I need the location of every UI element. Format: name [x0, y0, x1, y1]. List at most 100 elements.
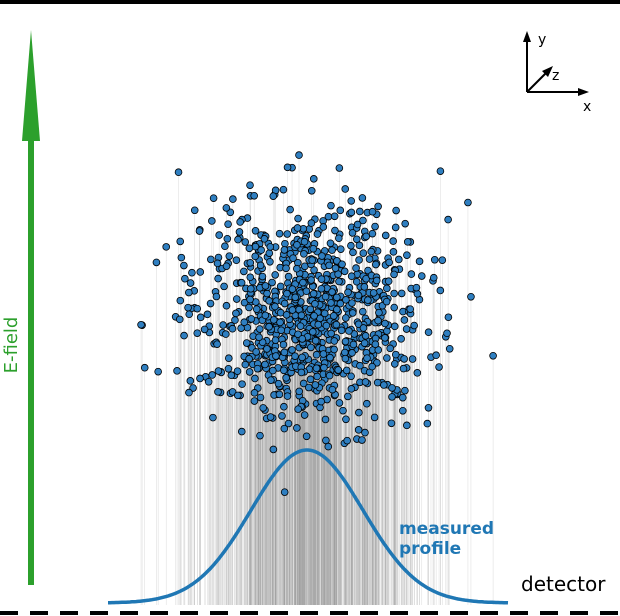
particle — [436, 167, 445, 175]
particle — [300, 237, 309, 246]
particle — [333, 305, 341, 314]
particle — [362, 274, 370, 283]
particle — [256, 431, 264, 440]
particle — [385, 258, 393, 267]
particle — [317, 397, 325, 406]
particle — [280, 348, 289, 357]
particle — [195, 227, 204, 235]
particle — [423, 419, 432, 428]
particle — [467, 293, 475, 301]
particle — [464, 198, 472, 207]
particle — [371, 340, 380, 348]
particle — [224, 364, 233, 373]
particle — [219, 321, 227, 329]
particle — [256, 261, 265, 270]
particle — [251, 227, 260, 235]
particle — [272, 352, 280, 360]
particle — [180, 261, 188, 270]
particle — [188, 268, 196, 277]
particle — [342, 415, 350, 424]
particle — [313, 372, 321, 381]
particle — [368, 207, 377, 216]
particle — [250, 192, 258, 200]
particle — [278, 412, 286, 420]
particle — [250, 397, 259, 405]
particle — [241, 238, 250, 246]
particle — [280, 299, 289, 308]
particle — [401, 219, 409, 228]
particle — [388, 393, 396, 401]
particle — [260, 235, 269, 243]
particle — [401, 386, 409, 395]
particle — [334, 366, 343, 374]
particle — [356, 361, 364, 370]
particle — [389, 248, 398, 256]
particle — [271, 336, 280, 344]
particle — [175, 315, 184, 324]
particle — [190, 206, 199, 215]
particle — [258, 272, 267, 281]
particle — [424, 328, 433, 337]
detector-label: detector — [521, 572, 606, 596]
particle — [347, 208, 356, 217]
particle — [237, 324, 245, 332]
particle — [208, 371, 217, 379]
particle — [275, 229, 284, 238]
particle — [311, 300, 319, 308]
particle — [371, 260, 380, 269]
particle — [208, 217, 216, 225]
particle — [232, 309, 240, 318]
particle — [348, 309, 357, 317]
particle — [185, 288, 193, 297]
particle — [319, 223, 328, 231]
e-field-label: E-field — [1, 317, 22, 374]
particle — [319, 350, 328, 358]
particle — [327, 299, 335, 307]
particle — [284, 419, 293, 428]
particle — [407, 270, 416, 278]
particle — [365, 255, 374, 263]
particle — [331, 226, 339, 235]
particle — [333, 293, 341, 302]
particle — [412, 283, 421, 292]
particle — [355, 256, 363, 264]
particle — [353, 220, 362, 229]
particle — [381, 231, 390, 240]
particle — [298, 353, 306, 362]
profile-label-line-1: measured — [399, 519, 494, 539]
particle — [209, 413, 217, 422]
particle — [430, 255, 439, 264]
particle — [236, 218, 244, 226]
particle — [341, 354, 350, 363]
particle — [227, 371, 236, 380]
particle — [304, 383, 313, 392]
particle — [395, 255, 403, 264]
particle — [329, 312, 338, 320]
particle — [277, 326, 286, 335]
particle — [221, 242, 229, 251]
particle — [306, 375, 315, 384]
particle — [444, 313, 453, 322]
particle — [245, 355, 253, 363]
particle — [352, 264, 360, 272]
particle — [489, 351, 497, 360]
particle — [345, 327, 353, 335]
particle — [297, 311, 306, 320]
particle — [363, 354, 371, 362]
particle — [137, 320, 145, 329]
axis-y-head — [523, 31, 531, 42]
particle — [335, 399, 344, 407]
particle — [335, 277, 343, 286]
particle — [174, 168, 183, 176]
particle — [280, 246, 289, 254]
particle — [280, 488, 289, 496]
particle — [269, 445, 278, 454]
particle — [261, 360, 269, 369]
particle — [330, 337, 339, 345]
particle — [307, 219, 316, 227]
particle — [283, 230, 292, 238]
particle — [325, 371, 334, 380]
particle — [403, 421, 411, 430]
particle — [355, 207, 364, 216]
particle — [177, 253, 186, 262]
